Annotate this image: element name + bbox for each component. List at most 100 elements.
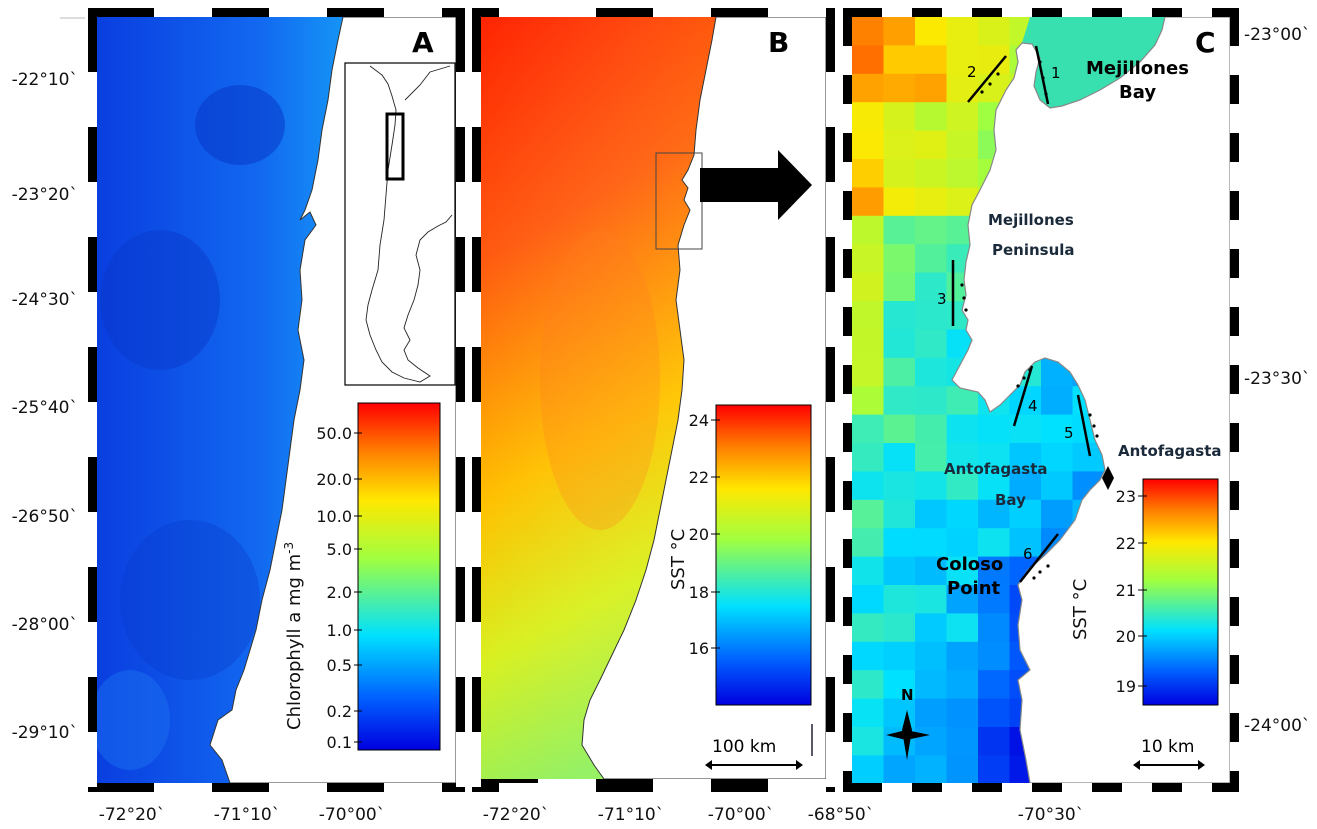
- sst-pixel: [852, 130, 884, 160]
- sst-pixel: [946, 755, 979, 783]
- frame-tick-segment: [843, 568, 852, 597]
- sst-pixel: [978, 727, 1010, 756]
- sst-pixel: [915, 727, 947, 756]
- panel-c-scale-label: 10 km: [1141, 737, 1194, 757]
- sst-pixel: [915, 45, 947, 75]
- sst-pixel: [978, 641, 1010, 671]
- frame-tick-segment: [1230, 104, 1239, 133]
- mejillones-bay-water: [1022, 17, 1165, 108]
- place-antofagasta: Antofagasta: [1118, 442, 1222, 460]
- sst-pixel: [852, 17, 884, 46]
- panel-a-colorbar-tick-label: 10.0: [316, 507, 352, 526]
- panel-c-scale-bar: [1133, 760, 1205, 770]
- frame-tick-segment: [843, 452, 852, 481]
- sst-pixel: [852, 244, 884, 274]
- sst-pixel: [1041, 443, 1073, 472]
- frame-tick-segment: [843, 104, 852, 133]
- panel-b-colorbar-title: SST °C: [668, 529, 689, 590]
- sst-pixel: [915, 244, 947, 274]
- sst-pixel: [1009, 443, 1042, 472]
- sst-pixel: [915, 556, 947, 586]
- panel-b-label: B: [768, 26, 789, 59]
- sst-pixel: [852, 272, 884, 302]
- panel-a-colorbar-title: Chlorophyll a mg m-3: [282, 542, 305, 730]
- sst-pixel: [883, 414, 916, 444]
- frame-tick-segment: [1230, 162, 1239, 191]
- frame-tick-segment: [154, 783, 212, 792]
- sst-pixel: [883, 272, 916, 302]
- sst-pixel: [852, 755, 884, 783]
- frame-tick-segment: [653, 8, 711, 17]
- frame-tick-segment: [1182, 8, 1212, 17]
- latitude-tick-label: -24°30`: [12, 290, 78, 310]
- frame-tick-segment: [499, 8, 557, 17]
- longitude-tick-label: -70°00`: [708, 805, 774, 825]
- panel-a-colorbar: [357, 402, 441, 751]
- sst-pixel: [883, 613, 916, 643]
- sst-pixel: [915, 443, 947, 472]
- sst-pixel: [946, 45, 979, 75]
- frame-tick-segment: [826, 292, 835, 347]
- latitude-tick-label: -23°20`: [12, 185, 78, 205]
- panel-c-colorbar-tick-label: 20: [1116, 627, 1136, 646]
- sst-pixel: [915, 17, 947, 46]
- sst-pixel: [946, 499, 979, 529]
- sst-pixel: [915, 215, 947, 245]
- place-mejillones-peninsula-line2: Peninsula: [992, 241, 1075, 259]
- longitude-tick-label: -68°50`: [808, 805, 874, 825]
- sst-pixel: [978, 471, 1010, 501]
- frame-tick-segment: [1230, 510, 1239, 539]
- frame-tick-segment: [843, 394, 852, 423]
- sst-pixel: [1009, 499, 1042, 529]
- frame-tick-segment: [538, 779, 596, 792]
- sst-pixel: [883, 670, 916, 700]
- sst-pixel: [883, 585, 916, 614]
- sst-pixel: [883, 244, 916, 274]
- sst-pixel: [883, 443, 916, 472]
- sst-pixel: [946, 727, 979, 756]
- latitude-labels-left: -22°10` -23°20` -24°30` -25°40` -26°50` -28°0…: [12, 70, 78, 743]
- frame-tick-segment: [472, 72, 481, 127]
- frame-tick-segment: [843, 800, 852, 829]
- longitude-tick-label: -71°10`: [598, 805, 664, 825]
- panel-a-colorbar-tick-label: 20.0: [316, 470, 352, 489]
- place-antofagasta-bay-line2: Bay: [995, 491, 1026, 509]
- sst-pixel: [852, 357, 884, 387]
- panel-b-colorbar-tick-label: 18: [689, 583, 709, 602]
- frame-tick-segment: [1122, 783, 1152, 792]
- sst-pixel: [915, 585, 947, 614]
- sst-pixel: [852, 471, 884, 501]
- zoom-arrow: [700, 150, 812, 220]
- panel-a-colorbar-tick-label: 0.5: [327, 656, 352, 675]
- transect-label-6: 6: [1023, 545, 1033, 563]
- frame-tick-segment: [843, 220, 852, 249]
- sst-pixel: [915, 102, 947, 132]
- sst-pixel: [883, 329, 916, 359]
- sst-pixel: [852, 215, 884, 245]
- frame-tick-segment: [1002, 783, 1032, 792]
- latitude-labels-right: -23°00` -23°30` -24°00`: [1244, 25, 1310, 736]
- sst-pixel: [915, 613, 947, 643]
- sst-pixel: [1041, 414, 1073, 444]
- sst-pixel: [946, 443, 979, 472]
- sst-pixel: [946, 528, 979, 558]
- panel-b-colorbar-tick-label: 20: [689, 525, 709, 544]
- frame-tick-segment: [843, 278, 852, 307]
- sst-pixel: [978, 556, 1010, 586]
- transect-label-5: 5: [1064, 424, 1074, 442]
- latitude-tick-label: -26°50`: [12, 507, 78, 527]
- frame-tick-segment: [1002, 8, 1032, 17]
- sst-pixel: [915, 414, 947, 444]
- panel-c-label: C: [1195, 26, 1216, 59]
- sst-pixel: [852, 187, 884, 217]
- longitude-tick-label: -71°10`: [214, 805, 280, 825]
- north-label: N: [901, 686, 914, 704]
- sst-pixel: [915, 528, 947, 558]
- panel-a-chlorophyll-map: 50.0 20.0 10.0 5.0 2.0 1.0 0.5 0.2 0.1 Chlorophy…: [88, 8, 465, 792]
- panel-c-colorbar-tick-label: 21: [1116, 581, 1136, 600]
- frame-tick-segment: [472, 292, 481, 347]
- frame-tick-segment: [942, 783, 972, 792]
- frame-tick-segment: [472, 402, 481, 457]
- place-mejillones-peninsula-line1: Mejillones: [988, 211, 1074, 229]
